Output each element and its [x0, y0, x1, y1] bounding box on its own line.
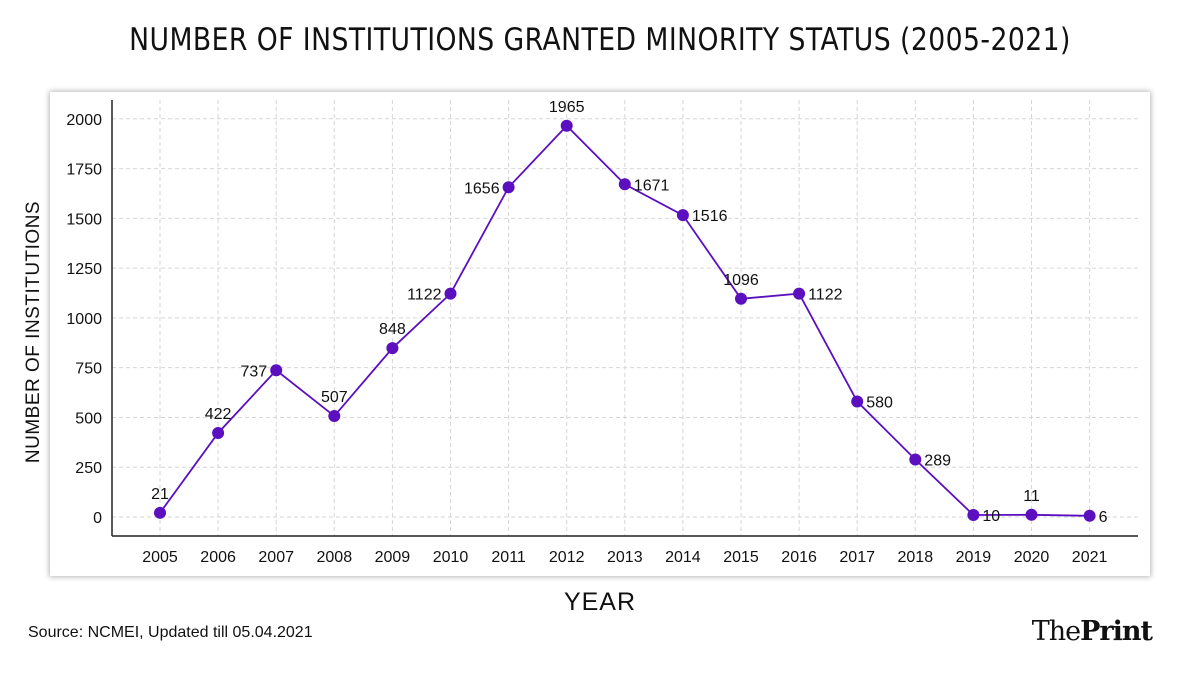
data-point: [270, 364, 283, 377]
x-tick-label: 2011: [491, 549, 526, 566]
data-point: [502, 181, 515, 194]
data-point: [328, 410, 341, 423]
x-tick-label: 2020: [1014, 549, 1050, 566]
data-point: [386, 342, 399, 355]
x-tick-label: 2008: [317, 549, 353, 566]
x-tick-label: 2021: [1072, 549, 1108, 566]
data-label: 21: [151, 486, 169, 503]
theprint-logo: ThePrint: [1031, 616, 1153, 647]
x-tick-label: 2017: [839, 549, 875, 566]
data-point: [735, 292, 747, 305]
chart-panel: 0 250 500 750 1000 1250 1500 1750 2000 2005 2006 20…: [50, 92, 1150, 576]
line-chart: 0 250 500 750 1000 1250 1500 1750 2000 2005 2006 20…: [66, 99, 1138, 566]
y-tick-label: 0: [93, 510, 102, 527]
x-tick-label: 2013: [607, 549, 643, 566]
data-label: 289: [924, 452, 951, 469]
data-point: [909, 453, 922, 466]
y-tick-label: 500: [75, 410, 102, 427]
data-point: [618, 178, 631, 191]
data-point: [793, 287, 806, 300]
y-tick-label: 750: [75, 361, 102, 378]
data-label: 1122: [808, 287, 843, 304]
y-tick-label: 1250: [66, 261, 102, 278]
logo-part-print: Print: [1080, 616, 1153, 647]
data-label: 1516: [692, 208, 728, 225]
x-tick-label: 2014: [665, 549, 701, 566]
y-tick-label: 1500: [66, 211, 102, 228]
data-label: 11: [1023, 488, 1040, 505]
data-label: 848: [379, 321, 406, 338]
data-label: 1656: [464, 180, 500, 197]
data-point: [212, 426, 225, 439]
x-tick-label: 2009: [375, 549, 411, 566]
data-point: [1025, 508, 1038, 521]
data-label: 1671: [634, 177, 670, 194]
x-tick-label: 2007: [258, 549, 294, 566]
data-point: [967, 509, 980, 522]
data-label: 10: [982, 508, 1000, 525]
y-tick-label: 250: [75, 460, 102, 477]
x-tick-label: 2006: [200, 549, 236, 566]
data-label: 737: [240, 363, 267, 380]
data-point: [444, 287, 457, 300]
x-tick-label: 2018: [898, 549, 934, 566]
x-tick-label: 2016: [781, 549, 817, 566]
y-tick-label: 1750: [66, 162, 102, 179]
data-label: 422: [205, 406, 232, 423]
x-tick-label: 2015: [723, 549, 759, 566]
x-axis-title: YEAR: [563, 588, 637, 616]
data-point: [154, 506, 166, 519]
x-tick-label: 2005: [142, 549, 178, 566]
chart-title: NUMBER OF INSTITUTIONS GRANTED MINORITY …: [129, 22, 1071, 58]
data-label: 1096: [723, 272, 759, 289]
y-tick-label: 1000: [66, 311, 102, 328]
y-axis-title: NUMBER OF INSTITUTIONS: [23, 200, 44, 464]
data-label: 580: [866, 395, 893, 412]
x-tick-label: 2019: [956, 549, 992, 566]
data-point: [676, 209, 689, 222]
source-note: Source: NCMEI, Updated till 05.04.2021: [28, 624, 313, 641]
data-point: [560, 119, 573, 132]
data-point: [851, 395, 864, 408]
x-tick-label: 2010: [433, 549, 469, 566]
data-label: 507: [321, 389, 348, 406]
data-label: 1122: [407, 287, 442, 304]
logo-part-the: The: [1031, 616, 1081, 647]
data-label: 6: [1099, 509, 1108, 526]
y-tick-label: 2000: [66, 112, 102, 129]
x-tick-label: 2012: [549, 549, 585, 566]
data-point: [1083, 509, 1096, 522]
data-label: 1965: [549, 99, 585, 116]
